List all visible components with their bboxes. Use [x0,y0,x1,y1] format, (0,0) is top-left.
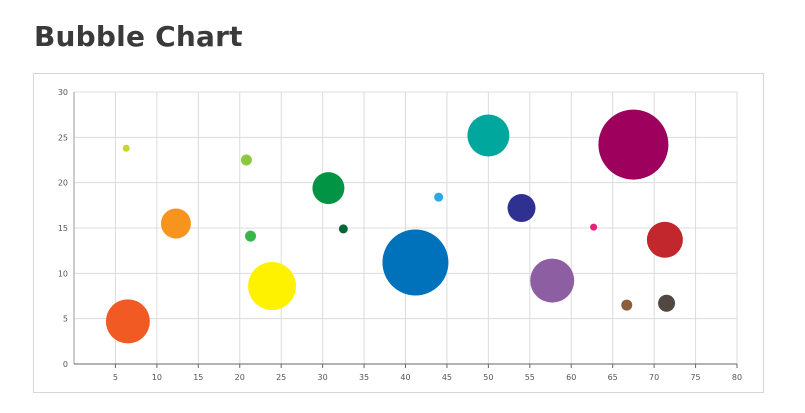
bubble[interactable] [507,194,536,223]
page-title: Bubble Chart [34,20,243,53]
bubble[interactable] [248,262,297,311]
bubble[interactable] [621,299,633,311]
y-tick-label: 30 [58,88,68,97]
bubble-chart: 0 5 10 15 20 25 30 5 10 15 20 25 30 35 40 45 50 55 60 65 70 7… [58,88,742,382]
x-tick-label: 20 [235,373,245,382]
y-tick-label: 20 [58,179,68,188]
x-tick-label: 35 [359,373,369,382]
x-tick-label: 25 [276,373,286,382]
bubble[interactable] [240,154,252,166]
y-tick-label: 10 [58,269,68,278]
x-tick-label: 40 [400,373,410,382]
x-tick-label: 30 [318,373,328,382]
x-tick-label: 55 [525,373,535,382]
bubble[interactable] [530,258,575,303]
bubble[interactable] [467,114,510,157]
y-tick-label: 5 [63,315,68,324]
x-tick-label: 45 [442,373,452,382]
bubble[interactable] [312,172,345,205]
x-tick-label: 65 [608,373,618,382]
bubble[interactable] [590,223,598,231]
x-tick-label: 50 [483,373,493,382]
bubble[interactable] [105,299,150,344]
bubble[interactable] [122,144,130,152]
bubble[interactable] [245,230,257,242]
x-tick-label: 80 [732,373,742,382]
bubble[interactable] [160,208,191,239]
x-tick-label: 10 [152,373,162,382]
bubble[interactable] [338,224,348,234]
bubble[interactable] [646,221,683,258]
x-tick-label: 75 [690,373,700,382]
x-tick-label: 70 [649,373,659,382]
x-tick-label: 60 [566,373,576,382]
bubble[interactable] [658,294,676,312]
bubble[interactable] [434,192,444,202]
bubble[interactable] [598,109,669,180]
chart-frame: 0 5 10 15 20 25 30 5 10 15 20 25 30 35 40 45 50 55 60 65 70 7… [33,73,764,393]
y-tick-label: 25 [58,133,68,142]
x-tick-label: 5 [113,373,118,382]
y-tick-label: 0 [63,360,68,369]
bubble[interactable] [382,229,449,296]
x-tick-label: 15 [193,373,203,382]
y-tick-label: 15 [58,224,68,233]
